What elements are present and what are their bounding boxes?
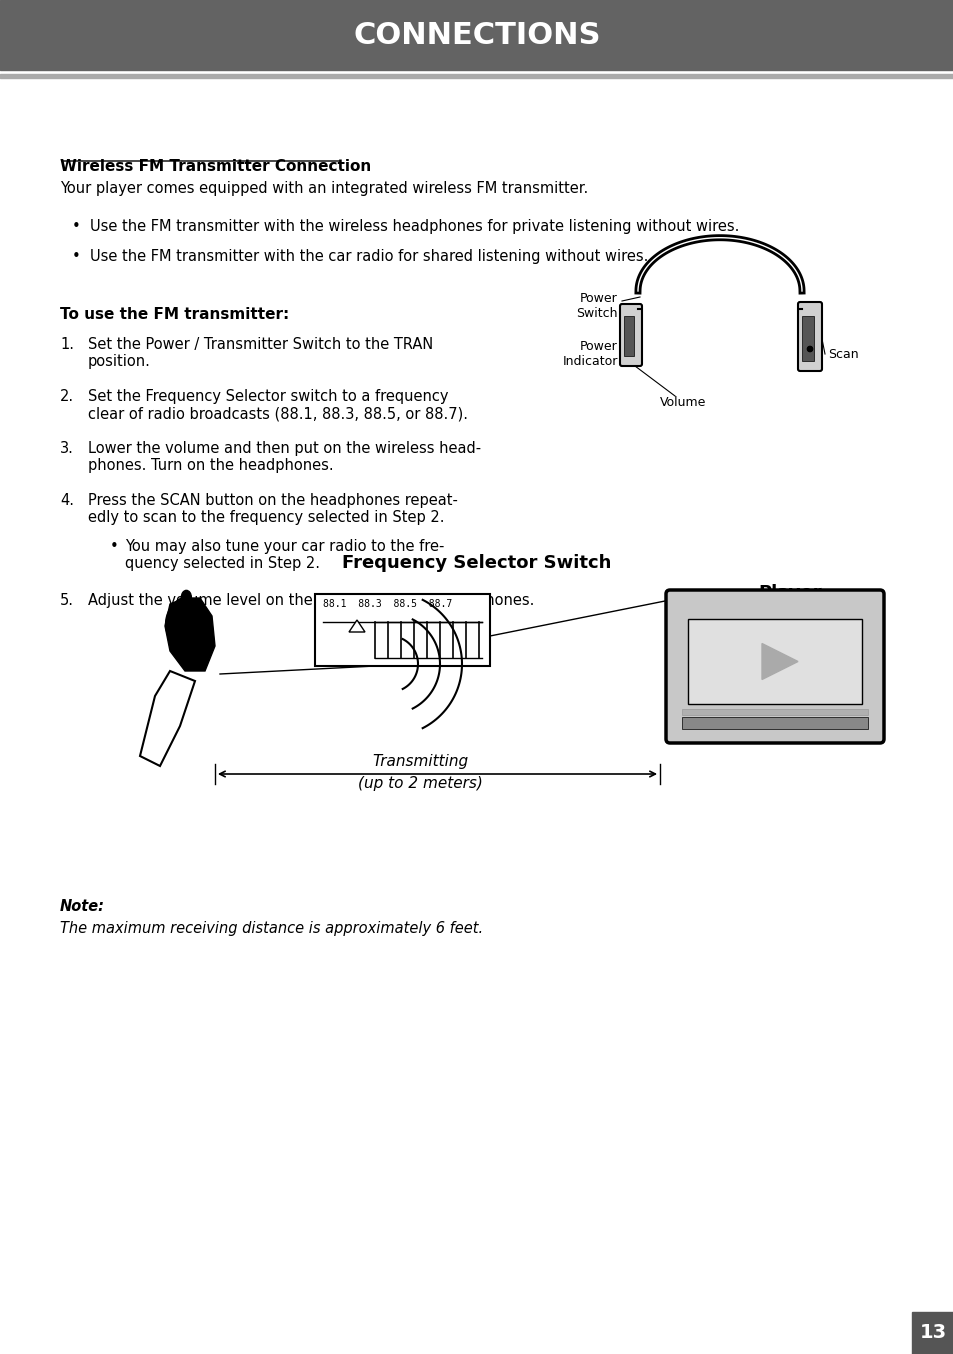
Text: The maximum receiving distance is approximately 6 feet.: The maximum receiving distance is approx… bbox=[60, 921, 482, 936]
Text: Press the SCAN button on the headphones repeat-
edly to scan to the frequency se: Press the SCAN button on the headphones … bbox=[88, 493, 457, 525]
Ellipse shape bbox=[806, 347, 812, 352]
Ellipse shape bbox=[181, 643, 192, 658]
Bar bbox=[911, 1312, 953, 1354]
Bar bbox=[681, 709, 867, 715]
Text: Adjust the volume level on the player or on the headphones.: Adjust the volume level on the player or… bbox=[88, 593, 534, 608]
Text: 2.: 2. bbox=[60, 389, 74, 403]
Text: •: • bbox=[110, 539, 118, 554]
Text: Use the FM transmitter with the car radio for shared listening without wires.: Use the FM transmitter with the car radi… bbox=[90, 249, 648, 264]
Text: Scan: Scan bbox=[827, 348, 858, 360]
FancyBboxPatch shape bbox=[797, 302, 821, 371]
Bar bbox=[0, 74, 953, 79]
Bar bbox=[687, 619, 862, 704]
FancyBboxPatch shape bbox=[665, 590, 883, 743]
Text: You may also tune your car radio to the fre-
quency selected in Step 2.: You may also tune your car radio to the … bbox=[125, 539, 444, 571]
Text: Player: Player bbox=[758, 584, 821, 603]
FancyBboxPatch shape bbox=[619, 305, 641, 366]
Text: Frequency Selector Switch: Frequency Selector Switch bbox=[342, 554, 611, 571]
Polygon shape bbox=[349, 620, 365, 632]
Text: Use the FM transmitter with the wireless headphones for private listening withou: Use the FM transmitter with the wireless… bbox=[90, 219, 739, 234]
Text: (up to 2 meters): (up to 2 meters) bbox=[357, 776, 482, 791]
Ellipse shape bbox=[806, 347, 812, 352]
Text: Set the Power / Transmitter Switch to the TRAN
position.: Set the Power / Transmitter Switch to th… bbox=[88, 337, 433, 370]
Text: Your player comes equipped with an integrated wireless FM transmitter.: Your player comes equipped with an integ… bbox=[60, 181, 588, 196]
Text: Power
Indicator: Power Indicator bbox=[562, 340, 618, 368]
Bar bbox=[314, 594, 490, 666]
Text: Volume: Volume bbox=[659, 395, 705, 409]
Text: •: • bbox=[71, 219, 81, 234]
Bar bbox=[681, 718, 867, 728]
Text: 4.: 4. bbox=[60, 493, 74, 508]
Text: 5.: 5. bbox=[60, 593, 74, 608]
Text: 13: 13 bbox=[919, 1323, 945, 1343]
Ellipse shape bbox=[181, 590, 192, 604]
Text: CONNECTIONS: CONNECTIONS bbox=[353, 20, 600, 50]
Text: Set the Frequency Selector switch to a frequency
clear of radio broadcasts (88.1: Set the Frequency Selector switch to a f… bbox=[88, 389, 468, 421]
Text: 3.: 3. bbox=[60, 441, 73, 456]
Text: Note:: Note: bbox=[60, 899, 105, 914]
Bar bbox=[801, 315, 813, 362]
Text: Transmitting: Transmitting bbox=[372, 754, 468, 769]
Text: Wireless FM Transmitter Connection: Wireless FM Transmitter Connection bbox=[60, 158, 371, 175]
Text: To use the FM transmitter:: To use the FM transmitter: bbox=[60, 307, 289, 322]
Bar bbox=[0, 0, 953, 70]
Polygon shape bbox=[165, 598, 214, 672]
Text: •: • bbox=[71, 249, 81, 264]
Text: 88.1  88.3  88.5  88.7: 88.1 88.3 88.5 88.7 bbox=[323, 598, 452, 609]
Bar bbox=[623, 315, 634, 356]
Text: 1.: 1. bbox=[60, 337, 74, 352]
Text: Power
Switch: Power Switch bbox=[576, 292, 618, 320]
Text: Lower the volume and then put on the wireless head-
phones. Turn on the headphon: Lower the volume and then put on the wir… bbox=[88, 441, 480, 474]
Polygon shape bbox=[761, 643, 797, 680]
Polygon shape bbox=[140, 672, 194, 766]
